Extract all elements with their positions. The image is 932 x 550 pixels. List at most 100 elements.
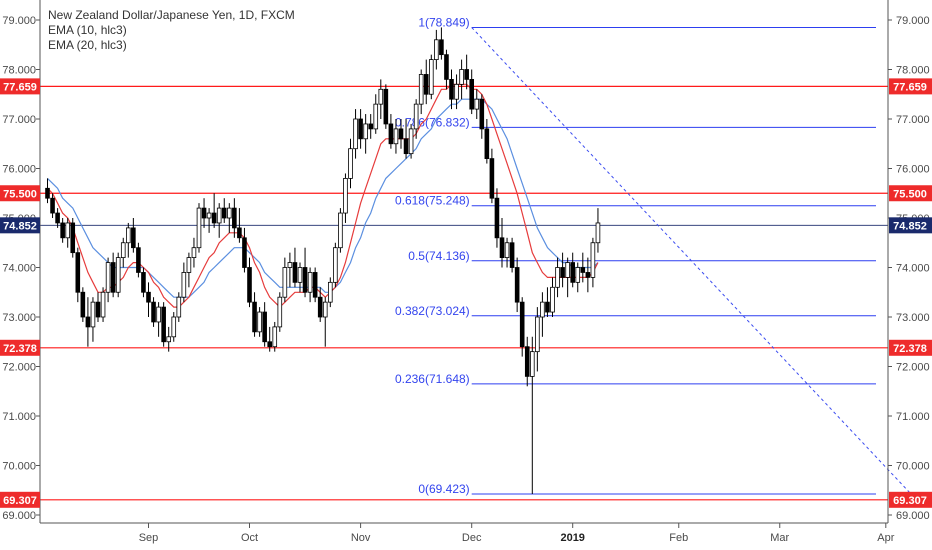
candle[interactable] [403, 119, 409, 159]
candle[interactable] [524, 336, 530, 387]
candle[interactable] [191, 237, 197, 268]
candle[interactable] [115, 252, 121, 298]
candle[interactable] [85, 297, 91, 347]
candle[interactable] [110, 252, 116, 298]
candle[interactable] [580, 252, 586, 283]
candle[interactable] [595, 208, 601, 253]
candle[interactable] [307, 267, 313, 303]
candle[interactable] [378, 79, 384, 119]
candle[interactable] [50, 193, 55, 218]
candle[interactable] [302, 247, 308, 298]
candle[interactable] [136, 242, 141, 278]
candle[interactable] [413, 99, 419, 139]
candle[interactable] [489, 148, 495, 204]
candle[interactable] [439, 27, 444, 60]
candle[interactable] [247, 257, 252, 308]
candle[interactable] [282, 257, 288, 303]
candle[interactable] [449, 69, 454, 110]
candle[interactable] [504, 237, 510, 268]
candle[interactable] [398, 119, 404, 149]
candle[interactable] [95, 292, 101, 322]
candle[interactable] [176, 292, 182, 322]
candle[interactable] [560, 252, 565, 288]
candle[interactable] [166, 326, 172, 352]
candle[interactable] [499, 218, 505, 268]
candle[interactable] [514, 257, 520, 313]
candle[interactable] [226, 203, 232, 233]
candle[interactable] [105, 257, 111, 303]
candle[interactable] [151, 297, 156, 327]
candle[interactable] [327, 277, 333, 308]
candle[interactable] [171, 312, 177, 342]
candle[interactable] [459, 59, 464, 100]
candle[interactable] [80, 287, 86, 322]
candle[interactable] [383, 84, 389, 129]
candle[interactable] [161, 302, 166, 347]
candle[interactable] [126, 222, 131, 258]
candle[interactable] [277, 292, 283, 332]
candle[interactable] [287, 252, 293, 288]
candle[interactable] [131, 218, 136, 253]
candle[interactable] [216, 203, 222, 238]
candle[interactable] [292, 247, 298, 288]
candle[interactable] [211, 193, 217, 228]
candle[interactable] [267, 326, 272, 352]
candle[interactable] [545, 287, 550, 317]
candle[interactable] [322, 297, 328, 347]
candle[interactable] [509, 237, 515, 273]
candle[interactable] [186, 252, 192, 288]
candle[interactable] [428, 54, 434, 100]
candle[interactable] [469, 69, 474, 115]
candle[interactable] [464, 54, 469, 90]
candle[interactable] [221, 198, 227, 223]
candle[interactable] [338, 208, 343, 253]
candle[interactable] [540, 292, 545, 337]
candle[interactable] [494, 188, 500, 248]
candle[interactable] [257, 307, 262, 337]
candle[interactable] [181, 262, 187, 303]
candle[interactable] [60, 218, 65, 243]
candle[interactable] [45, 178, 50, 204]
candle[interactable] [535, 307, 540, 372]
candle[interactable] [312, 267, 318, 303]
candle[interactable] [232, 198, 237, 238]
candle[interactable] [484, 119, 490, 164]
candle[interactable] [120, 237, 126, 268]
candle[interactable] [474, 89, 480, 119]
candle[interactable] [70, 218, 76, 258]
candle[interactable] [444, 49, 449, 90]
candle[interactable] [585, 257, 591, 293]
candle[interactable] [252, 292, 257, 337]
candle[interactable] [368, 114, 373, 139]
candle[interactable] [237, 208, 242, 243]
candle[interactable] [519, 297, 525, 357]
candle[interactable] [90, 297, 96, 342]
candle[interactable] [201, 198, 207, 228]
candle[interactable] [454, 74, 459, 110]
candle[interactable] [75, 247, 81, 303]
candle[interactable] [353, 109, 358, 159]
candle[interactable] [530, 336, 535, 495]
candle[interactable] [348, 138, 353, 189]
candle[interactable] [555, 257, 560, 298]
candle[interactable] [317, 287, 323, 322]
candle[interactable] [196, 203, 202, 253]
candle[interactable] [479, 94, 485, 139]
candle[interactable] [388, 114, 394, 149]
candle[interactable] [272, 321, 278, 352]
candle[interactable] [141, 267, 146, 298]
candle[interactable] [55, 208, 60, 228]
candle[interactable] [565, 257, 570, 298]
candle[interactable] [262, 302, 267, 347]
candle[interactable] [100, 287, 106, 322]
candle[interactable] [65, 218, 71, 248]
candle[interactable] [333, 242, 338, 288]
candle[interactable] [408, 123, 414, 159]
candle[interactable] [575, 262, 581, 293]
candle[interactable] [156, 302, 161, 337]
candle[interactable] [206, 208, 212, 233]
candle[interactable] [423, 59, 429, 105]
candle[interactable] [343, 173, 348, 223]
candle[interactable] [570, 252, 575, 288]
